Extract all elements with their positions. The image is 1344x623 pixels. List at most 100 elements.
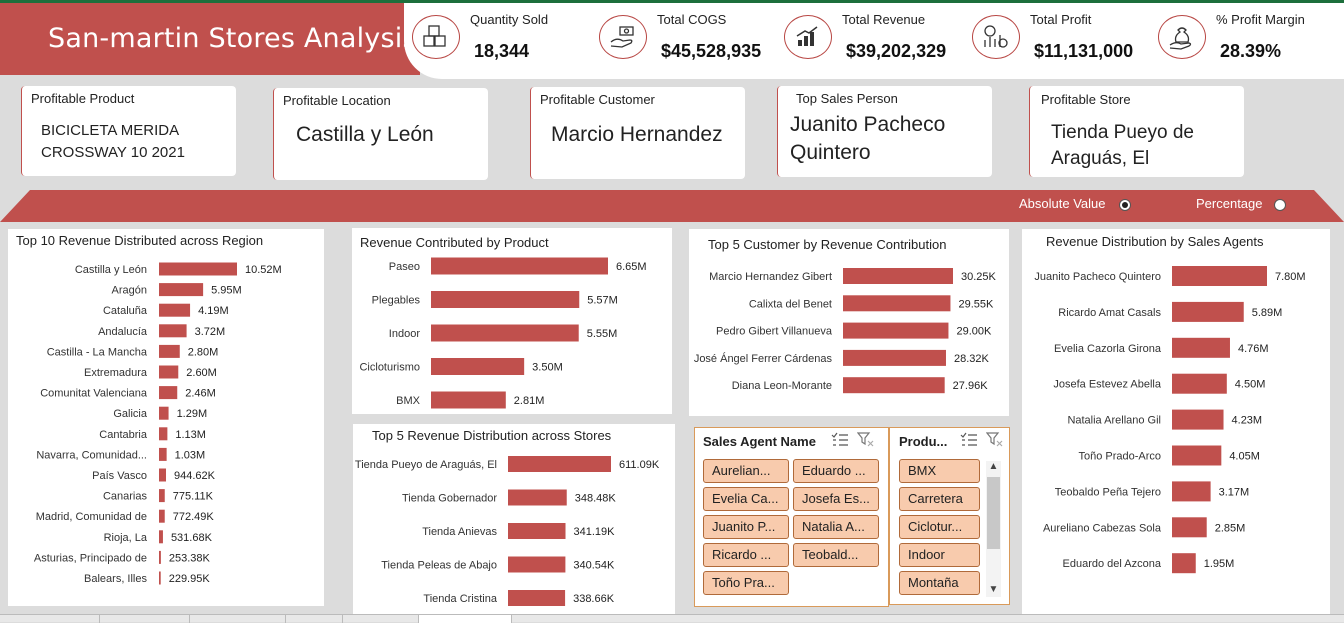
percentage-radio[interactable] [1274, 199, 1286, 211]
bar[interactable] [159, 489, 165, 503]
slicer-item[interactable]: Indoor [899, 543, 980, 567]
card-profitable-store: Profitable Store Tienda Pueyo de Araguás… [1029, 86, 1244, 177]
scroll-down-icon[interactable]: ▼ [988, 584, 999, 595]
slicer-item[interactable]: Natalia A... [793, 515, 879, 539]
clear-filter-icon[interactable] [985, 432, 1004, 448]
slicer-item[interactable]: Aurelian... [703, 459, 789, 483]
bar[interactable] [508, 523, 566, 539]
slicer-item[interactable]: Teobald... [793, 543, 879, 567]
category-label: Ricardo Amat Casals [1058, 307, 1161, 319]
bar[interactable] [1172, 517, 1207, 538]
bar[interactable] [159, 509, 165, 523]
bar[interactable] [431, 391, 506, 409]
kpi-value: $39,202,329 [846, 41, 947, 61]
bar[interactable] [431, 291, 580, 308]
bar[interactable] [1172, 373, 1227, 394]
bar[interactable] [159, 530, 163, 544]
sheet-tab-active[interactable] [419, 615, 512, 623]
slicer-item[interactable]: Juanito P... [703, 515, 789, 539]
data-label: 4.23M [1232, 415, 1263, 427]
data-label: 341.19K [574, 526, 616, 538]
bar[interactable] [159, 365, 179, 379]
bar[interactable] [159, 324, 187, 338]
bar[interactable] [1172, 337, 1230, 358]
bar[interactable] [508, 489, 567, 506]
customer-revenue-chart: Marcio Hernandez Gibert 30.25K Calixta del… [694, 268, 997, 394]
data-label: 2.60M [186, 367, 217, 379]
bar[interactable] [159, 571, 161, 585]
bar[interactable] [843, 377, 945, 394]
bar[interactable] [508, 456, 611, 472]
bar[interactable] [159, 550, 161, 564]
bar[interactable] [159, 283, 204, 297]
category-label: Balears, Illes [84, 573, 147, 585]
scroll-up-icon[interactable]: ▲ [988, 461, 999, 472]
bar[interactable] [159, 427, 168, 441]
bar[interactable] [1172, 481, 1211, 502]
slicer-item[interactable]: Josefa Es... [793, 487, 879, 511]
percentage-label: Percentage [1196, 196, 1263, 211]
slicer-item[interactable]: Montaña [899, 571, 980, 595]
slicer-item[interactable]: Eduardo ... [793, 459, 879, 483]
card-value: Castilla y León [296, 123, 434, 146]
clear-filter-icon[interactable] [856, 432, 875, 448]
bar[interactable] [159, 468, 167, 482]
sheet-tab[interactable] [343, 615, 419, 623]
bar[interactable] [159, 386, 178, 400]
sheet-tab[interactable] [100, 615, 190, 623]
data-label: 944.62K [174, 470, 216, 482]
bar[interactable] [159, 262, 237, 276]
bar[interactable] [1172, 266, 1267, 286]
bar[interactable] [431, 257, 608, 275]
data-label: 1.03M [175, 449, 206, 461]
absolute-value-radio[interactable] [1119, 199, 1131, 211]
product-slicer-scrollbar[interactable]: ▲ ▼ [986, 461, 1001, 597]
slicer-item[interactable]: Ciclotur... [899, 515, 980, 539]
data-label: 6.65M [616, 261, 647, 273]
multi-select-icon[interactable] [960, 432, 978, 448]
bar[interactable] [431, 324, 579, 342]
data-label: 29.55K [958, 298, 994, 310]
bar[interactable] [431, 358, 525, 375]
region-revenue-panel: Top 10 Revenue Distributed across Region… [8, 229, 324, 606]
data-label: 4.50M [1235, 379, 1266, 391]
money-hand-icon [599, 15, 647, 59]
card-profitable-customer: Profitable Customer Marcio Hernandez [530, 87, 745, 179]
bar[interactable] [843, 268, 953, 284]
card-profitable-location: Profitable Location Castilla y León [273, 88, 488, 180]
bar[interactable] [1172, 553, 1196, 574]
slicer-item[interactable]: Carretera [899, 487, 980, 511]
bar[interactable] [159, 344, 180, 358]
sheet-tab[interactable] [0, 615, 100, 623]
category-label: Asturias, Principado de [34, 552, 147, 564]
data-label: 2.46M [185, 388, 216, 400]
bar[interactable] [1172, 409, 1224, 430]
bar[interactable] [843, 349, 946, 366]
agent-revenue-chart: Juanito Pacheco Quintero 7.80M Ricardo Ama… [1034, 266, 1306, 574]
category-label: Cantabria [99, 429, 148, 441]
region-revenue-chart: Castilla y León 10.52M Aragón 5.95M Cataluña… [34, 262, 282, 585]
multi-select-icon[interactable] [831, 432, 849, 448]
data-label: 2.81M [514, 395, 545, 407]
money-bag-icon [1158, 15, 1206, 59]
bar[interactable] [508, 556, 566, 573]
category-label: Tienda Cristina [423, 593, 497, 605]
card-label: Profitable Store [1041, 92, 1131, 107]
bar[interactable] [1172, 445, 1222, 466]
slicer-item[interactable]: Evelia Ca... [703, 487, 789, 511]
bar[interactable] [1172, 301, 1244, 322]
category-label: José Ángel Ferrer Cárdenas [694, 352, 833, 365]
bar[interactable] [159, 447, 167, 461]
band-right-cut [1314, 190, 1344, 222]
bar[interactable] [159, 406, 169, 420]
bar[interactable] [159, 303, 191, 317]
slicer-item[interactable]: Ricardo ... [703, 543, 789, 567]
bar[interactable] [508, 590, 566, 606]
sheet-tab[interactable] [286, 615, 343, 623]
scroll-thumb[interactable] [987, 477, 1000, 549]
slicer-item[interactable]: Toño Pra... [703, 571, 789, 595]
sheet-tab[interactable] [190, 615, 286, 623]
bar[interactable] [843, 322, 949, 339]
bar[interactable] [843, 295, 951, 312]
slicer-item[interactable]: BMX [899, 459, 980, 483]
